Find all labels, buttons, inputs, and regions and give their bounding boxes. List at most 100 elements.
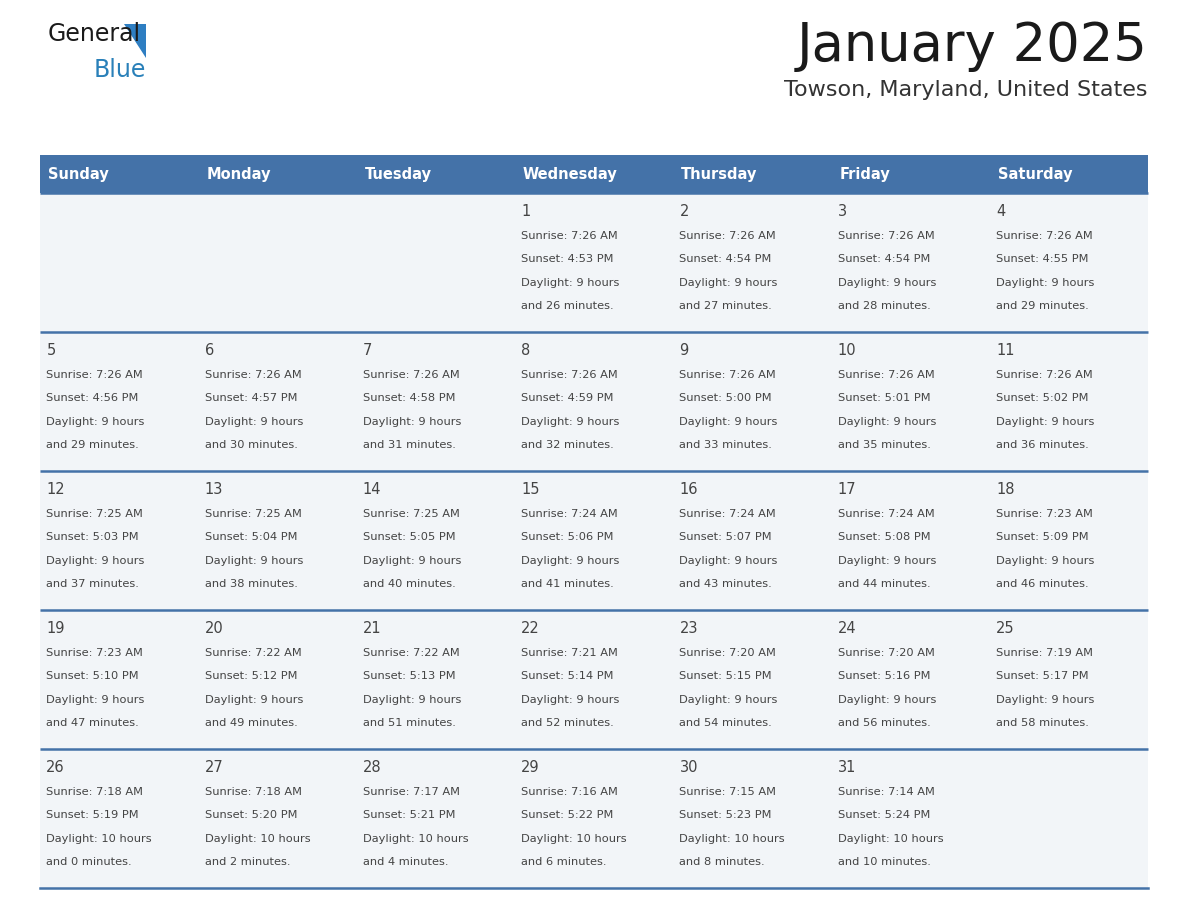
Bar (356, 610, 514, 749)
Text: Daylight: 9 hours: Daylight: 9 hours (362, 555, 461, 565)
Text: Sunrise: 7:26 AM: Sunrise: 7:26 AM (46, 370, 143, 379)
Text: and 40 minutes.: and 40 minutes. (362, 579, 456, 589)
Text: and 37 minutes.: and 37 minutes. (46, 579, 139, 589)
Text: 23: 23 (680, 621, 699, 636)
Text: Daylight: 9 hours: Daylight: 9 hours (522, 695, 620, 705)
Text: Sunset: 5:19 PM: Sunset: 5:19 PM (46, 811, 139, 820)
Text: Daylight: 9 hours: Daylight: 9 hours (204, 555, 303, 565)
Text: Daylight: 9 hours: Daylight: 9 hours (680, 278, 778, 287)
Text: Sunrise: 7:17 AM: Sunrise: 7:17 AM (362, 787, 460, 797)
Text: Sunrise: 7:14 AM: Sunrise: 7:14 AM (838, 787, 935, 797)
Text: 15: 15 (522, 482, 539, 498)
Polygon shape (124, 24, 146, 58)
Bar (40, 193, 198, 332)
Text: Sunset: 4:53 PM: Sunset: 4:53 PM (522, 254, 614, 264)
Bar (832, 749, 990, 888)
Text: Daylight: 9 hours: Daylight: 9 hours (838, 278, 936, 287)
Text: Sunset: 4:59 PM: Sunset: 4:59 PM (522, 393, 614, 403)
Text: Daylight: 9 hours: Daylight: 9 hours (680, 417, 778, 427)
Text: Sunset: 5:05 PM: Sunset: 5:05 PM (362, 532, 455, 543)
Text: 30: 30 (680, 760, 699, 775)
Text: Sunrise: 7:22 AM: Sunrise: 7:22 AM (204, 647, 302, 657)
Text: Sunrise: 7:25 AM: Sunrise: 7:25 AM (46, 509, 144, 519)
Text: Sunrise: 7:26 AM: Sunrise: 7:26 AM (838, 230, 935, 241)
Text: Daylight: 9 hours: Daylight: 9 hours (838, 695, 936, 705)
Text: Sunrise: 7:20 AM: Sunrise: 7:20 AM (838, 647, 935, 657)
Text: Daylight: 9 hours: Daylight: 9 hours (996, 555, 1094, 565)
Text: and 58 minutes.: and 58 minutes. (996, 719, 1089, 728)
Text: and 38 minutes.: and 38 minutes. (204, 579, 297, 589)
Bar (514, 610, 674, 749)
Text: Sunset: 5:24 PM: Sunset: 5:24 PM (838, 811, 930, 820)
Text: and 32 minutes.: and 32 minutes. (522, 441, 614, 451)
Text: Daylight: 10 hours: Daylight: 10 hours (362, 834, 468, 844)
Text: Sunset: 5:17 PM: Sunset: 5:17 PM (996, 671, 1088, 681)
Text: Sunset: 5:10 PM: Sunset: 5:10 PM (46, 671, 139, 681)
Text: Sunrise: 7:26 AM: Sunrise: 7:26 AM (996, 230, 1093, 241)
Text: 29: 29 (522, 760, 539, 775)
Bar (40, 749, 198, 888)
Text: Sunrise: 7:26 AM: Sunrise: 7:26 AM (680, 230, 776, 241)
Bar (356, 332, 514, 471)
Text: and 29 minutes.: and 29 minutes. (996, 301, 1088, 311)
Text: and 8 minutes.: and 8 minutes. (680, 857, 765, 868)
Text: 3: 3 (838, 204, 847, 219)
Text: January 2025: January 2025 (797, 20, 1148, 72)
Bar (990, 155, 1148, 193)
Text: Sunrise: 7:24 AM: Sunrise: 7:24 AM (522, 509, 618, 519)
Bar (832, 193, 990, 332)
Text: Blue: Blue (94, 58, 146, 82)
Bar (40, 471, 198, 610)
Bar (674, 155, 832, 193)
Text: Sunset: 4:58 PM: Sunset: 4:58 PM (362, 393, 455, 403)
Bar (198, 610, 356, 749)
Bar (514, 155, 674, 193)
Text: 12: 12 (46, 482, 65, 498)
Bar (356, 749, 514, 888)
Text: 18: 18 (996, 482, 1015, 498)
Text: Daylight: 9 hours: Daylight: 9 hours (204, 695, 303, 705)
Text: and 36 minutes.: and 36 minutes. (996, 441, 1088, 451)
Text: Sunset: 4:54 PM: Sunset: 4:54 PM (680, 254, 772, 264)
Text: Monday: Monday (207, 166, 271, 182)
Text: Sunset: 5:16 PM: Sunset: 5:16 PM (838, 671, 930, 681)
Text: and 41 minutes.: and 41 minutes. (522, 579, 614, 589)
Bar (990, 749, 1148, 888)
Text: and 31 minutes.: and 31 minutes. (362, 441, 456, 451)
Text: Sunday: Sunday (48, 166, 108, 182)
Text: Saturday: Saturday (998, 166, 1072, 182)
Text: 26: 26 (46, 760, 65, 775)
Text: 5: 5 (46, 343, 56, 358)
Text: Sunrise: 7:19 AM: Sunrise: 7:19 AM (996, 647, 1093, 657)
Bar (198, 193, 356, 332)
Bar (832, 471, 990, 610)
Bar (514, 749, 674, 888)
Bar (674, 193, 832, 332)
Text: Sunrise: 7:24 AM: Sunrise: 7:24 AM (680, 509, 776, 519)
Text: 21: 21 (362, 621, 381, 636)
Text: Sunset: 5:03 PM: Sunset: 5:03 PM (46, 532, 139, 543)
Text: Sunset: 5:08 PM: Sunset: 5:08 PM (838, 532, 930, 543)
Text: Sunrise: 7:26 AM: Sunrise: 7:26 AM (204, 370, 302, 379)
Text: Sunrise: 7:26 AM: Sunrise: 7:26 AM (838, 370, 935, 379)
Text: 16: 16 (680, 482, 699, 498)
Text: and 26 minutes.: and 26 minutes. (522, 301, 614, 311)
Text: Sunset: 4:57 PM: Sunset: 4:57 PM (204, 393, 297, 403)
Text: Sunrise: 7:18 AM: Sunrise: 7:18 AM (204, 787, 302, 797)
Text: and 43 minutes.: and 43 minutes. (680, 579, 772, 589)
Text: Sunrise: 7:18 AM: Sunrise: 7:18 AM (46, 787, 144, 797)
Text: 22: 22 (522, 621, 539, 636)
Bar (40, 610, 198, 749)
Text: Daylight: 9 hours: Daylight: 9 hours (996, 695, 1094, 705)
Bar (356, 193, 514, 332)
Text: Sunrise: 7:25 AM: Sunrise: 7:25 AM (362, 509, 460, 519)
Bar (40, 332, 198, 471)
Text: Daylight: 9 hours: Daylight: 9 hours (46, 555, 145, 565)
Text: 9: 9 (680, 343, 689, 358)
Text: and 44 minutes.: and 44 minutes. (838, 579, 930, 589)
Text: and 54 minutes.: and 54 minutes. (680, 719, 772, 728)
Bar (674, 749, 832, 888)
Text: Sunrise: 7:16 AM: Sunrise: 7:16 AM (522, 787, 618, 797)
Text: 27: 27 (204, 760, 223, 775)
Text: Sunset: 5:00 PM: Sunset: 5:00 PM (680, 393, 772, 403)
